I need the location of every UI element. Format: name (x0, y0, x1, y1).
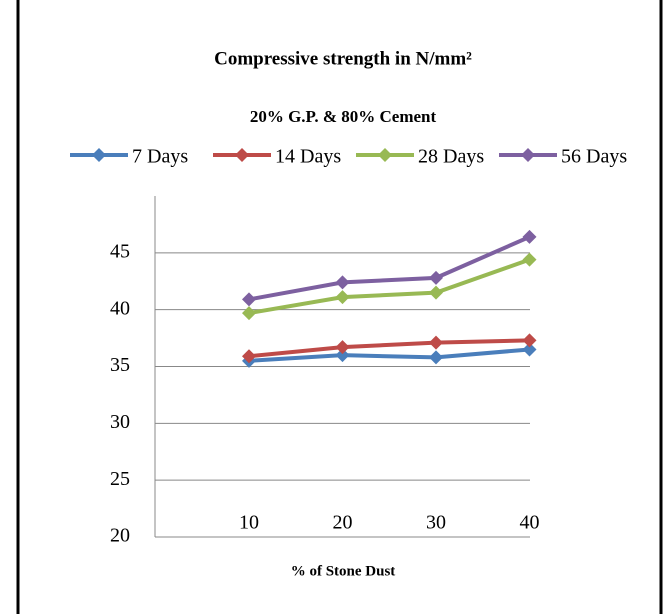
y-tick-label: 20 (110, 525, 130, 547)
chart-subtitle: 20% G.P. & 80% Cement (250, 107, 437, 126)
x-axis-label: % of Stone Dust (291, 563, 396, 579)
legend-label: 14 Days (275, 146, 341, 168)
marker (335, 275, 350, 290)
y-tick-label: 35 (110, 354, 130, 376)
y-tick-label: 30 (110, 411, 130, 433)
marker (242, 306, 256, 321)
marker (335, 340, 350, 355)
marker (335, 290, 350, 305)
marker (522, 333, 537, 348)
legend-marker (235, 148, 249, 162)
legend-label: 28 Days (418, 146, 484, 168)
y-tick-label: 45 (110, 240, 130, 262)
legend-marker (521, 148, 535, 162)
legend-label: 7 Days (132, 146, 188, 168)
x-tick-label: 40 (520, 512, 540, 534)
series-line (248, 235, 531, 302)
marker (522, 342, 537, 357)
legend-marker (378, 148, 392, 162)
marker (429, 270, 443, 285)
y-tick-label: 25 (110, 468, 130, 490)
marker (429, 285, 443, 300)
legend-label: 56 Days (561, 146, 627, 168)
x-tick-label: 10 (239, 512, 259, 534)
series-line (248, 347, 530, 363)
series-line (248, 257, 531, 316)
series-line (248, 338, 530, 359)
marker (242, 292, 256, 307)
x-tick-label: 30 (426, 512, 446, 534)
chart-title: Compressive strength in N/mm² (214, 48, 472, 69)
marker (429, 335, 443, 350)
legend-marker (92, 148, 106, 162)
x-tick-label: 20 (333, 512, 353, 534)
marker (335, 348, 350, 363)
marker (242, 349, 256, 364)
y-tick-label: 40 (110, 297, 130, 319)
marker (522, 229, 537, 244)
marker (429, 350, 443, 365)
marker (522, 252, 537, 267)
